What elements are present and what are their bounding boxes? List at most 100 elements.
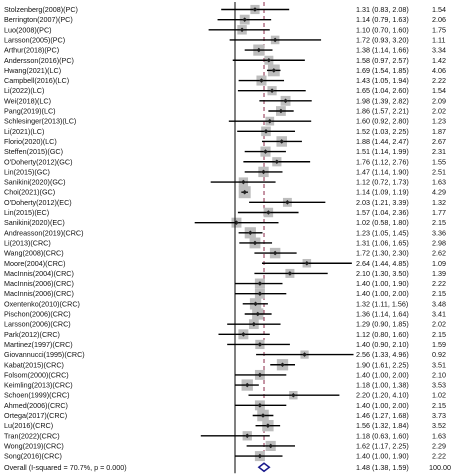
weight-text: 1.42 [432,56,446,65]
study-label: MacInnis(2006)(CRC) [4,279,74,288]
weight-text: 3.52 [432,421,446,430]
point-estimate [285,200,290,205]
point-estimate [257,372,263,378]
ci-text: 1.12 (0.72, 1.73) [356,178,409,187]
point-estimate [279,139,285,144]
point-estimate [269,88,275,93]
study-label: Martinez(1997)(CRC) [4,340,73,349]
weight-text: 3.51 [432,360,446,369]
weight-text: 2.31 [432,147,446,156]
study-label: Wei(2018)(LC) [4,96,51,105]
ci-text: 1.69 (1.54, 1.85) [356,66,409,75]
weight-text: 3.34 [432,46,446,55]
point-estimate [272,250,278,256]
study-label: Stolzenberg(2008)(PC) [4,5,78,14]
study-label: Lin(2015)(GC) [4,167,50,176]
ci-text: 2.56 (1.33, 4.96) [356,350,409,359]
point-estimate [248,230,253,236]
point-estimate [257,291,263,296]
point-estimate [304,260,310,266]
ci-text: 1.46 (1.27, 1.68) [356,411,409,420]
weight-text: 1.54 [432,5,446,14]
study-label: Lu(2016)(CRC) [4,421,53,430]
study-label: Larsson(2006)(CRC) [4,320,71,329]
weight-text: 1.54 [432,86,446,95]
weight-text: 2.22 [432,452,446,461]
overall-weight-text: 100.00 [429,463,451,472]
study-label: Oxentenko(2010)(CRC) [4,299,80,308]
ci-text: 1.40 (1.00, 2.00) [356,370,409,379]
study-label: Tran(2022)(CRC) [4,431,60,440]
study-label: Li(2022)(LC) [4,86,44,95]
weight-text: 2.15 [432,401,446,410]
point-estimate [283,98,288,104]
weight-text: 2.09 [432,96,446,105]
point-estimate [278,108,284,114]
ci-text: 1.51 (1.14, 1.99) [356,147,409,156]
weight-text: 0.92 [432,350,446,359]
point-estimate [266,57,272,63]
ci-text: 1.12 (0.80, 1.60) [356,330,409,339]
weight-text: 2.15 [432,218,446,227]
study-label: Kabat(2015)(CRC) [4,360,64,369]
weight-text: 2.98 [432,238,446,247]
weight-text: 3.73 [432,411,446,420]
study-label: Andersson(2016)(PC) [4,56,74,65]
study-label: Ortega(2017)(CRC) [4,411,67,420]
ci-text: 1.14 (1.09, 1.19) [356,188,409,197]
point-estimate [274,159,280,165]
ci-text: 2.03 (1.21, 3.39) [356,198,409,207]
study-label: O'Doherty(2012)(GC) [4,157,72,166]
study-label: Schoen(1999)(CRC) [4,391,70,400]
ci-text: 2.10 (1.30, 3.50) [356,269,409,278]
ci-text: 1.40 (1.00, 1.90) [356,279,409,288]
ci-text: 1.31 (1.06, 1.65) [356,238,409,247]
weight-text: 1.02 [432,391,446,400]
ci-text: 1.56 (1.32, 1.84) [356,421,409,430]
point-estimate [257,342,263,347]
study-label: Steffen(2015)(GC) [4,147,63,156]
point-estimate [242,189,247,195]
ci-text: 1.98 (1.39, 2.82) [356,96,409,105]
point-estimate [266,210,271,215]
weight-text: 2.22 [432,76,446,85]
ci-text: 1.90 (1.61, 2.25) [356,360,409,369]
weight-text: 1.39 [432,269,446,278]
study-label: O'Doherty(2012)(EC) [4,198,72,207]
point-estimate [256,47,262,53]
weight-text: 1.23 [432,117,446,126]
ci-text: 1.14 (0.79, 1.63) [356,15,409,24]
ci-text: 1.29 (0.90, 1.85) [356,320,409,329]
weight-text: 2.06 [432,15,446,24]
weight-text: 2.10 [432,370,446,379]
weight-text: 3.53 [432,381,446,390]
point-estimate [271,68,277,73]
ci-text: 1.62 (1.17, 2.25) [356,441,409,450]
study-label: MacInnis(2004)(CRC) [4,269,74,278]
point-estimate [241,332,246,337]
study-label: Berrington(2007)(PC) [4,15,73,24]
study-label: Hwang(2021)(LC) [4,66,61,75]
forest-marks [194,2,354,474]
study-label: Pischon(2006)(CRC) [4,310,71,319]
ci-text: 1.88 (1.44, 2.47) [356,137,409,146]
study-label: Luo(2008)(PC) [4,25,52,34]
point-estimate [252,240,258,246]
ci-text: 1.52 (1.03, 2.25) [356,127,409,136]
point-estimate [257,403,263,408]
weight-text: 1.77 [432,208,446,217]
study-label: Andreasson(2019)(CRC) [4,228,84,237]
study-label: Keimling(2013)(CRC) [4,381,73,390]
weight-text: 3.36 [432,228,446,237]
weight-text: 1.11 [432,35,445,44]
weight-text: 2.15 [432,330,446,339]
point-estimate [260,413,266,418]
ci-text: 1.40 (0.90, 2.10) [356,340,409,349]
point-estimate [261,169,266,175]
study-label: Florio(2020)(LC) [4,137,57,146]
point-estimate [257,453,263,459]
point-estimate [239,27,245,33]
point-estimate [268,443,273,449]
ci-text: 1.02 (0.58, 1.80) [356,218,409,227]
weight-text: 3.48 [432,299,446,308]
